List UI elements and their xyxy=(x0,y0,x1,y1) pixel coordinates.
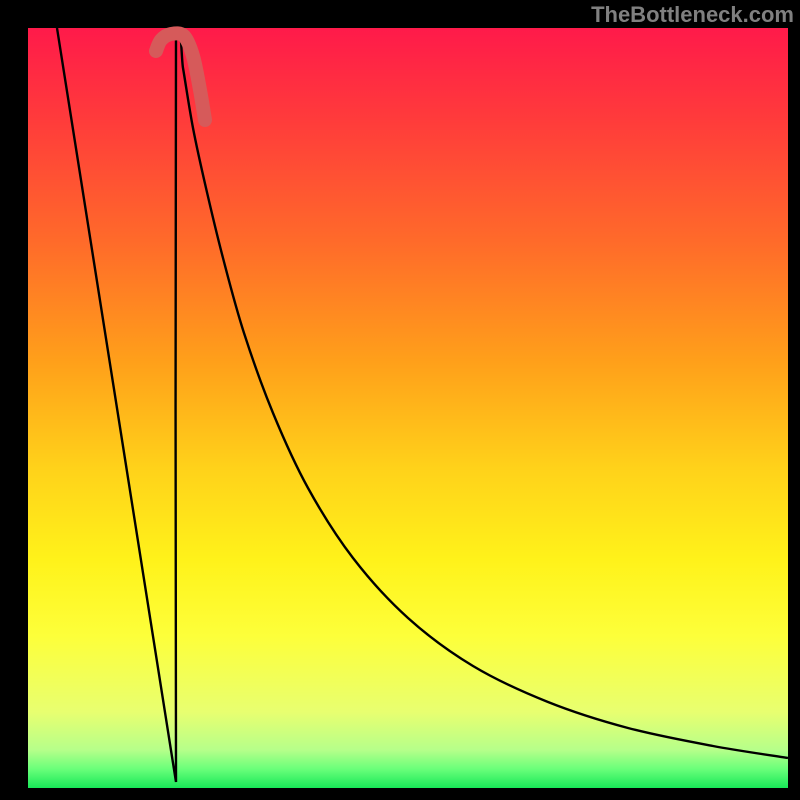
bottleneck-chart xyxy=(0,0,800,800)
chart-canvas: TheBottleneck.com xyxy=(0,0,800,800)
watermark-text: TheBottleneck.com xyxy=(591,2,794,28)
chart-plot-area xyxy=(28,28,788,788)
